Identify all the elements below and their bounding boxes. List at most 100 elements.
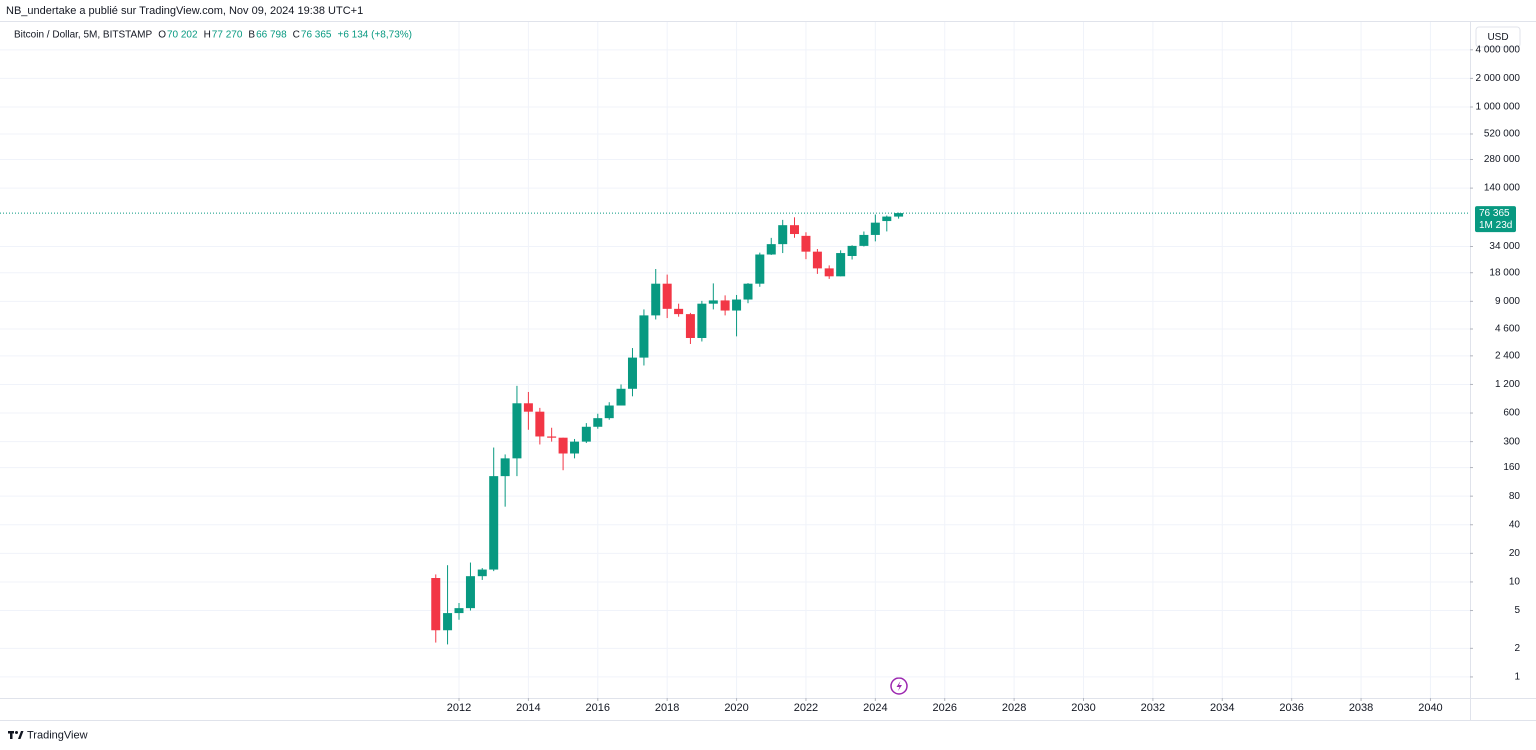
candle-body [720,300,730,311]
candle-body [581,426,591,442]
ohlc-value: 76 365 [301,30,332,41]
x-tick-label: 2040 [1418,702,1442,714]
y-tick-label: 1 [1514,672,1520,683]
x-tick-label: 2022 [794,702,818,714]
y-tick-label: 2 000 000 [1476,73,1521,84]
ohlc-key: H [204,30,211,41]
footer-logo[interactable] [8,731,24,739]
y-tick-label: 4 000 000 [1476,44,1521,55]
x-tick-label: 2012 [447,702,471,714]
candle-body [523,403,533,412]
candle-body [477,569,487,577]
candle-body [847,245,857,257]
candle-body [708,300,718,304]
candle-body [535,411,545,437]
y-tick-label: 4 600 [1495,324,1520,335]
y-tick-label: 10 [1509,577,1521,588]
candle-body [662,283,672,309]
x-tick-label: 2032 [1141,702,1165,714]
candle-body [431,578,441,631]
x-tick-label: 2038 [1349,702,1373,714]
y-tick-label: 80 [1509,491,1521,502]
countdown-label: 1M 23d [1479,220,1512,231]
logo-part [15,731,18,734]
candle-body [558,437,568,454]
currency-label[interactable]: USD [1487,32,1508,43]
x-tick-label: 2036 [1279,702,1303,714]
y-tick-label: 20 [1509,548,1521,559]
candle-body [639,315,649,358]
ohlc-key: C [293,30,300,41]
y-tick-label: 2 [1514,643,1520,654]
candle-body [790,225,800,235]
y-tick-label: 1 000 000 [1476,102,1521,113]
y-tick-label: 34 000 [1489,241,1520,252]
candle-body [801,235,811,252]
candle-body [812,251,822,269]
candle-body [500,458,510,477]
y-tick-label: 300 [1503,436,1520,447]
candle-body [547,436,557,438]
x-tick-label: 2026 [932,702,956,714]
candle-body [743,283,753,300]
candle-body [489,476,499,570]
y-tick-label: 5 [1514,605,1520,616]
ohlc-value: 70 202 [167,30,198,41]
y-tick-label: 520 000 [1484,129,1521,140]
ohlc-value: 66 798 [256,30,287,41]
candle-body [766,244,776,255]
x-tick-label: 2030 [1071,702,1095,714]
x-tick-label: 2034 [1210,702,1234,714]
candle-body [732,299,742,311]
y-tick-label: 600 [1503,408,1520,419]
candle-body [512,403,522,459]
y-tick-label: 2 400 [1495,350,1520,361]
candle-body [836,253,846,277]
candle-body [593,418,603,427]
candle-body [465,576,475,609]
x-tick-label: 2016 [586,702,610,714]
currency-button[interactable] [1475,26,1521,48]
ohlc-value: 77 270 [212,30,243,41]
candle-body [824,268,834,277]
candle-body [674,308,684,315]
candle-body [454,608,464,614]
y-tick-label: 160 [1503,462,1520,473]
y-tick-label: 140 000 [1484,183,1521,194]
logo-part [18,731,24,739]
candle-body [859,234,869,246]
candle-body [443,613,453,631]
candle-body [755,254,765,284]
ohlc-key: O [158,30,166,41]
candle-body [697,303,707,338]
y-tick-label: 40 [1509,519,1521,530]
x-tick-label: 2018 [655,702,679,714]
ohlc-key: B [248,30,255,41]
candle-body [616,388,626,406]
candle-body [651,283,661,316]
legend: Bitcoin / Dollar, 5M, BITSTAMP O 70 202 H 77… [14,30,412,41]
grid [0,22,1470,698]
y-tick-label: 9 000 [1495,296,1520,307]
candle-body [685,314,695,338]
footer-brand[interactable]: TradingView [27,729,88,741]
price-label: 76 365 [1479,208,1510,219]
y-tick-label: 280 000 [1484,154,1521,165]
event-bolt [896,681,902,691]
price-label-box [1475,206,1516,233]
candle-body [778,225,788,245]
candle-body [894,213,904,217]
candle-body [882,216,892,222]
change-value: +6 134 (+8,73%) [337,30,412,41]
y-tick-label: 18 000 [1489,267,1520,278]
logo-part [10,731,13,739]
candle-body [627,357,637,389]
y-tick-label: 1 200 [1495,379,1520,390]
symbol-label: Bitcoin / Dollar, 5M, BITSTAMP [14,30,153,41]
event-icon[interactable] [890,677,908,695]
x-tick-label: 2014 [516,702,540,714]
candle-body [870,222,880,235]
published-note: NB_undertake a publié sur TradingView.co… [6,5,363,17]
